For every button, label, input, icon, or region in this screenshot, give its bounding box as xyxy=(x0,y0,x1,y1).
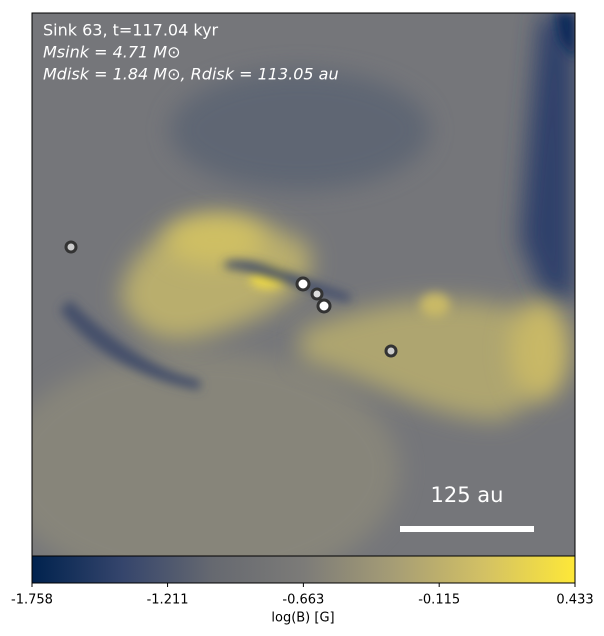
colorbar-tick-label: -1.211 xyxy=(147,593,189,608)
colorbar-tick-label: -0.663 xyxy=(282,593,324,608)
sink-particles xyxy=(64,240,398,358)
colorbar xyxy=(31,555,576,584)
colorbar-tick-label: 0.433 xyxy=(556,593,593,608)
field-image xyxy=(32,13,575,556)
colorbar-tick-label: -0.115 xyxy=(418,593,460,608)
colorbar-label: log(B) [G] xyxy=(271,611,334,626)
colorbar-tick-label: -1.758 xyxy=(11,593,53,608)
annotation: Msink = 4.71 M⊙ xyxy=(43,43,181,62)
annotation: Mdisk = 1.84 M⊙, Rdisk = 113.05 au xyxy=(43,65,339,84)
scale-bar-label: 125 au xyxy=(431,483,504,507)
annotation: Sink 63, t=117.04 kyr xyxy=(43,21,219,40)
